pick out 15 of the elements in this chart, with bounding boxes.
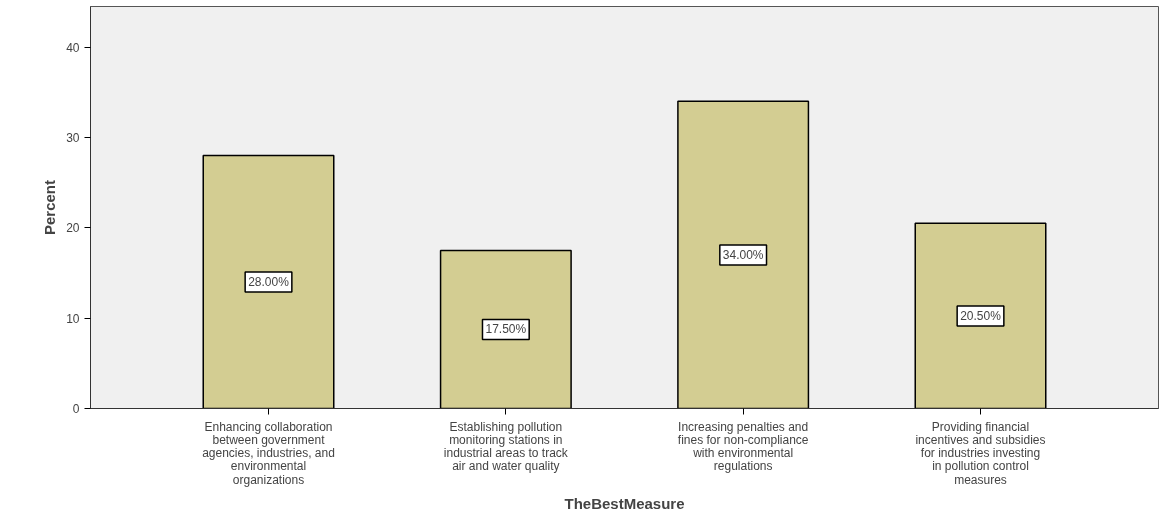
data-label: 34.00% [722,247,764,262]
y-tick-label: 30 [66,130,80,145]
y-axis-title: Percent [41,179,59,236]
y-tick-label: 40 [66,40,80,55]
data-label: 20.50% [960,308,1002,323]
x-tick-label: Establishing pollution monitoring stations in industrial areas to track air and water quality [443,419,569,474]
data-label: 28.00% [248,275,290,290]
data-label: 17.50% [485,322,527,337]
x-axis-title: TheBestMeasure [564,494,685,512]
x-tick-label: Enhancing collaboration between government agencies, industries, and environmental organizations [202,419,335,487]
y-tick-label: 20 [66,221,80,236]
x-tick-label: Increasing penalties and fines for non-compliance with environmental regulations [677,419,809,474]
x-tick-label: Providing financial incentives and subsidies for industries investing in pollution control measures [915,419,1046,487]
y-tick-label: 0 [72,402,80,416]
y-tick-label: 10 [66,311,80,326]
